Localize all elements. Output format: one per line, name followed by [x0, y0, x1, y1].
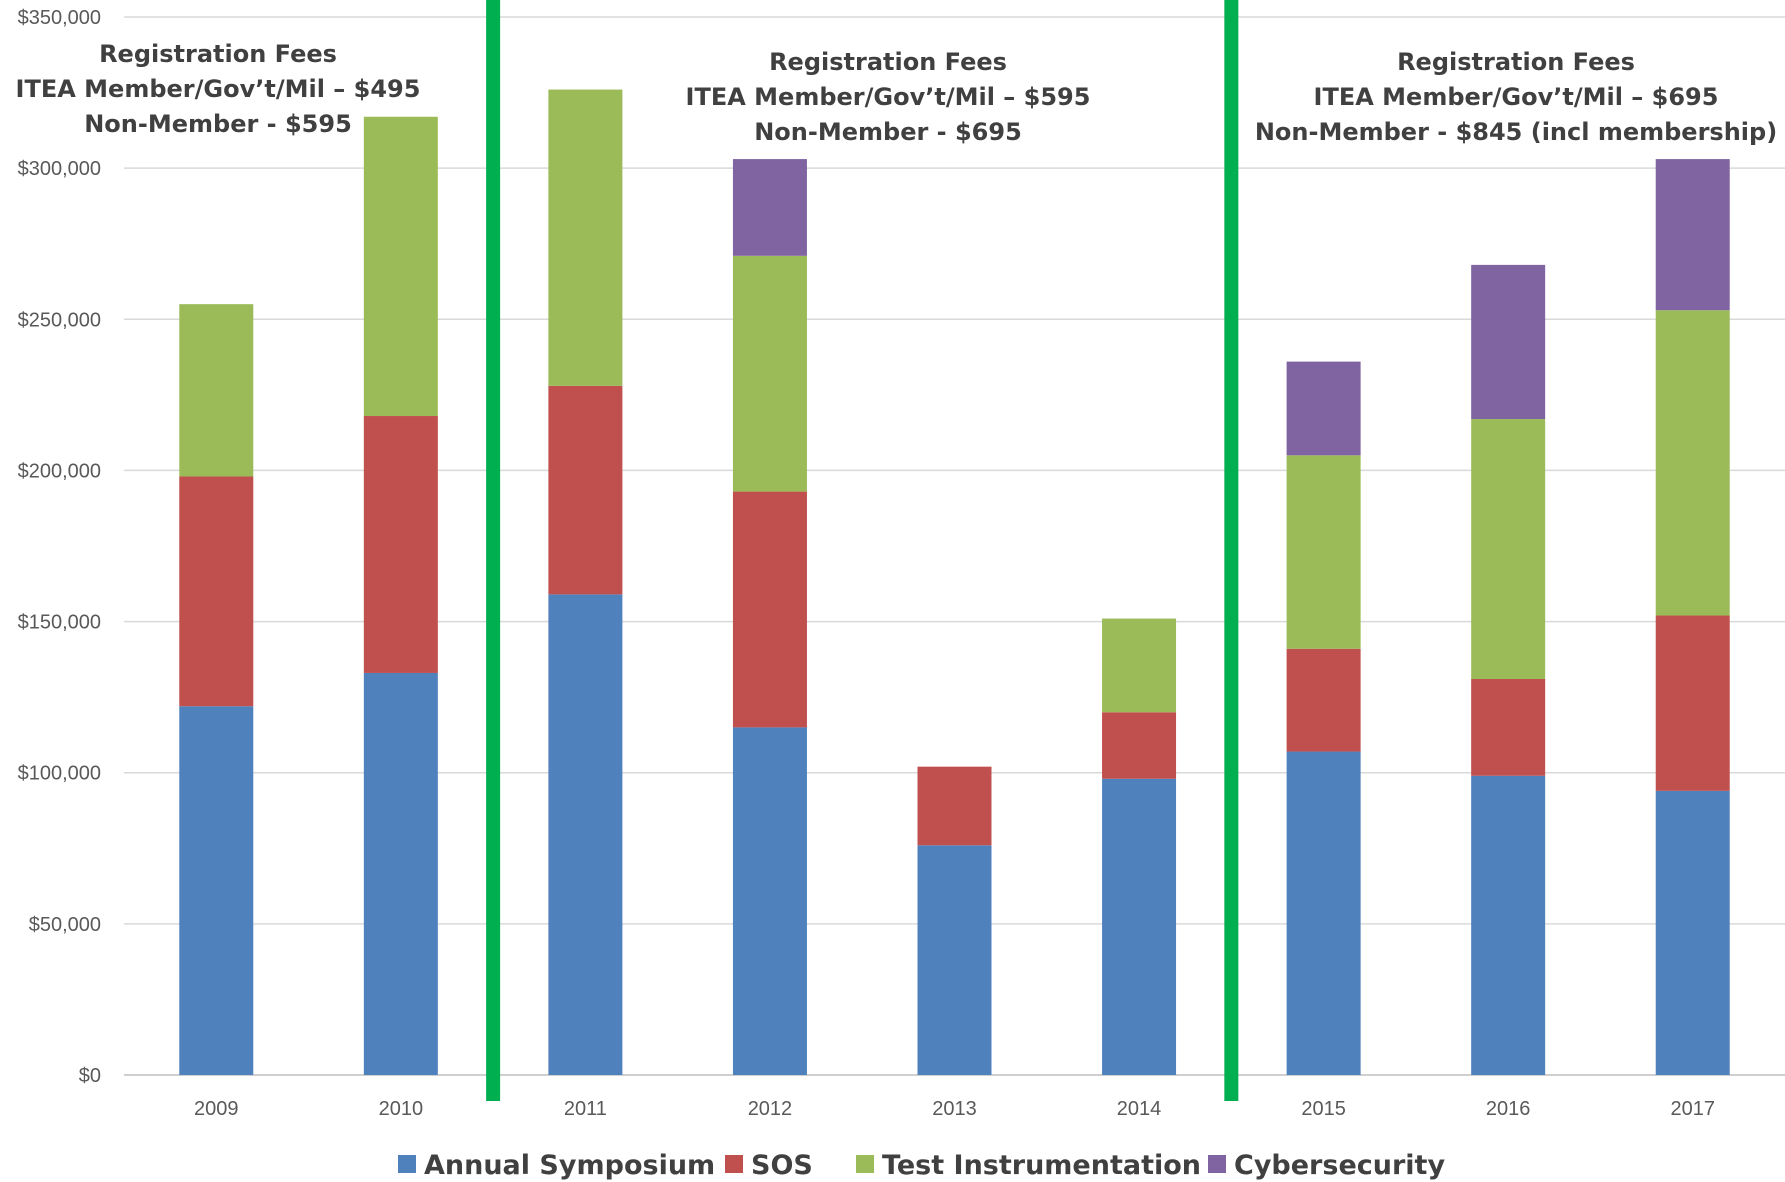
legend-label: Annual Symposium: [424, 1150, 715, 1181]
bar-stacks: [179, 89, 1730, 1075]
bar-segment: [1655, 310, 1730, 616]
fee-annotation: Registration Fees ITEA Member/Gov’t/Mil –…: [1255, 48, 1777, 146]
bar-stack-2014: [1102, 618, 1177, 1075]
annotation-line: ITEA Member/Gov’t/Mil – $495: [16, 75, 421, 103]
x-tick-label: 2014: [1117, 1098, 1162, 1120]
y-tick-label: $250,000: [18, 309, 101, 331]
legend: Annual Symposium SOS Test Instrumentation C…: [398, 1150, 1445, 1181]
x-tick-label: 2017: [1670, 1098, 1715, 1120]
bar-segment: [1102, 778, 1177, 1075]
bar-segment: [1471, 679, 1546, 776]
y-tick-label: $100,000: [18, 763, 101, 785]
annotation-line: Registration Fees: [99, 40, 337, 68]
bar-segment: [548, 89, 623, 386]
legend-swatch: [725, 1155, 743, 1173]
annotation-line: Non-Member - $695: [754, 118, 1022, 146]
bar-stack-2010: [363, 116, 438, 1075]
bar-segment: [1471, 775, 1546, 1075]
fee-annotations: Registration Fees ITEA Member/Gov’t/Mil –…: [16, 40, 1778, 146]
x-tick-label: 2011: [564, 1098, 607, 1120]
bar-segment: [1286, 751, 1361, 1075]
bar-stack-2009: [179, 304, 254, 1075]
bar-segment: [179, 706, 254, 1075]
y-tick-label: $0: [79, 1065, 101, 1087]
bar-segment: [363, 116, 438, 417]
legend-label: SOS: [751, 1150, 813, 1181]
legend-item: Cybersecurity: [1208, 1150, 1445, 1181]
bar-segment: [1286, 361, 1361, 456]
bar-stack-2016: [1471, 264, 1546, 1075]
bar-segment: [732, 159, 807, 256]
annotation-line: Non-Member - $845 (incl membership): [1255, 118, 1777, 146]
annotation-line: Non-Member - $595: [84, 110, 352, 138]
bar-segment: [548, 594, 623, 1075]
y-tick-label: $50,000: [29, 914, 101, 936]
x-tick-label: 2016: [1486, 1098, 1531, 1120]
bar-segment: [363, 672, 438, 1075]
x-tick-label: 2010: [379, 1098, 424, 1120]
legend-swatch: [1208, 1155, 1226, 1173]
bar-segment: [1471, 419, 1546, 680]
bar-segment: [917, 845, 992, 1075]
bar-stack-2013: [917, 766, 992, 1075]
period-separators: [486, 0, 1239, 1101]
x-tick-label: 2015: [1301, 1098, 1346, 1120]
legend-item: SOS: [725, 1150, 813, 1181]
bar-segment: [548, 385, 623, 595]
x-tick-label: 2009: [194, 1098, 239, 1120]
bar-segment: [363, 416, 438, 673]
y-axis-tick-labels: $0 $50,000 $100,000 $150,000 $200,000 $250,00…: [18, 7, 101, 1087]
legend-swatch: [856, 1155, 874, 1173]
period-separator: [1224, 0, 1239, 1101]
legend-item: Test Instrumentation: [856, 1150, 1201, 1181]
bar-segment: [1102, 618, 1177, 713]
bar-segment: [732, 491, 807, 728]
bar-segment: [917, 766, 992, 846]
annotation-line: ITEA Member/Gov’t/Mil – $595: [686, 83, 1091, 111]
y-tick-label: $200,000: [18, 460, 101, 482]
y-tick-label: $300,000: [18, 158, 101, 180]
bar-segment: [1286, 648, 1361, 752]
bar-segment: [1655, 615, 1730, 791]
bar-stack-2017: [1655, 159, 1730, 1075]
bar-segment: [179, 476, 254, 707]
bar-segment: [1655, 790, 1730, 1075]
bar-segment: [1286, 455, 1361, 649]
bar-segment: [1102, 712, 1177, 779]
fee-annotation: Registration Fees ITEA Member/Gov’t/Mil –…: [686, 48, 1091, 146]
bar-stack-2012: [732, 159, 807, 1075]
fee-annotation: Registration Fees ITEA Member/Gov’t/Mil –…: [16, 40, 421, 138]
annotation-line: Registration Fees: [769, 48, 1007, 76]
bar-stack-2015: [1286, 361, 1361, 1075]
bar-segment: [1471, 264, 1546, 420]
legend-label: Cybersecurity: [1234, 1150, 1445, 1181]
bar-segment: [732, 727, 807, 1075]
y-tick-label: $350,000: [18, 7, 101, 29]
bar-stack-2011: [548, 89, 623, 1075]
annotation-line: ITEA Member/Gov’t/Mil – $695: [1314, 83, 1719, 111]
x-tick-label: 2013: [932, 1098, 977, 1120]
y-tick-label: $150,000: [18, 612, 101, 634]
bar-segment: [179, 304, 254, 477]
bar-segment: [1655, 159, 1730, 311]
annotation-line: Registration Fees: [1397, 48, 1635, 76]
x-tick-label: 2012: [748, 1098, 793, 1120]
period-separator: [486, 0, 501, 1101]
legend-label: Test Instrumentation: [882, 1150, 1201, 1181]
x-axis-tick-labels: 2009 2010 2011 2012 2013 2014 2015 2016 2017: [194, 1098, 1715, 1120]
bar-segment: [732, 255, 807, 492]
legend-swatch: [398, 1155, 416, 1173]
legend-item: Annual Symposium: [398, 1150, 715, 1181]
